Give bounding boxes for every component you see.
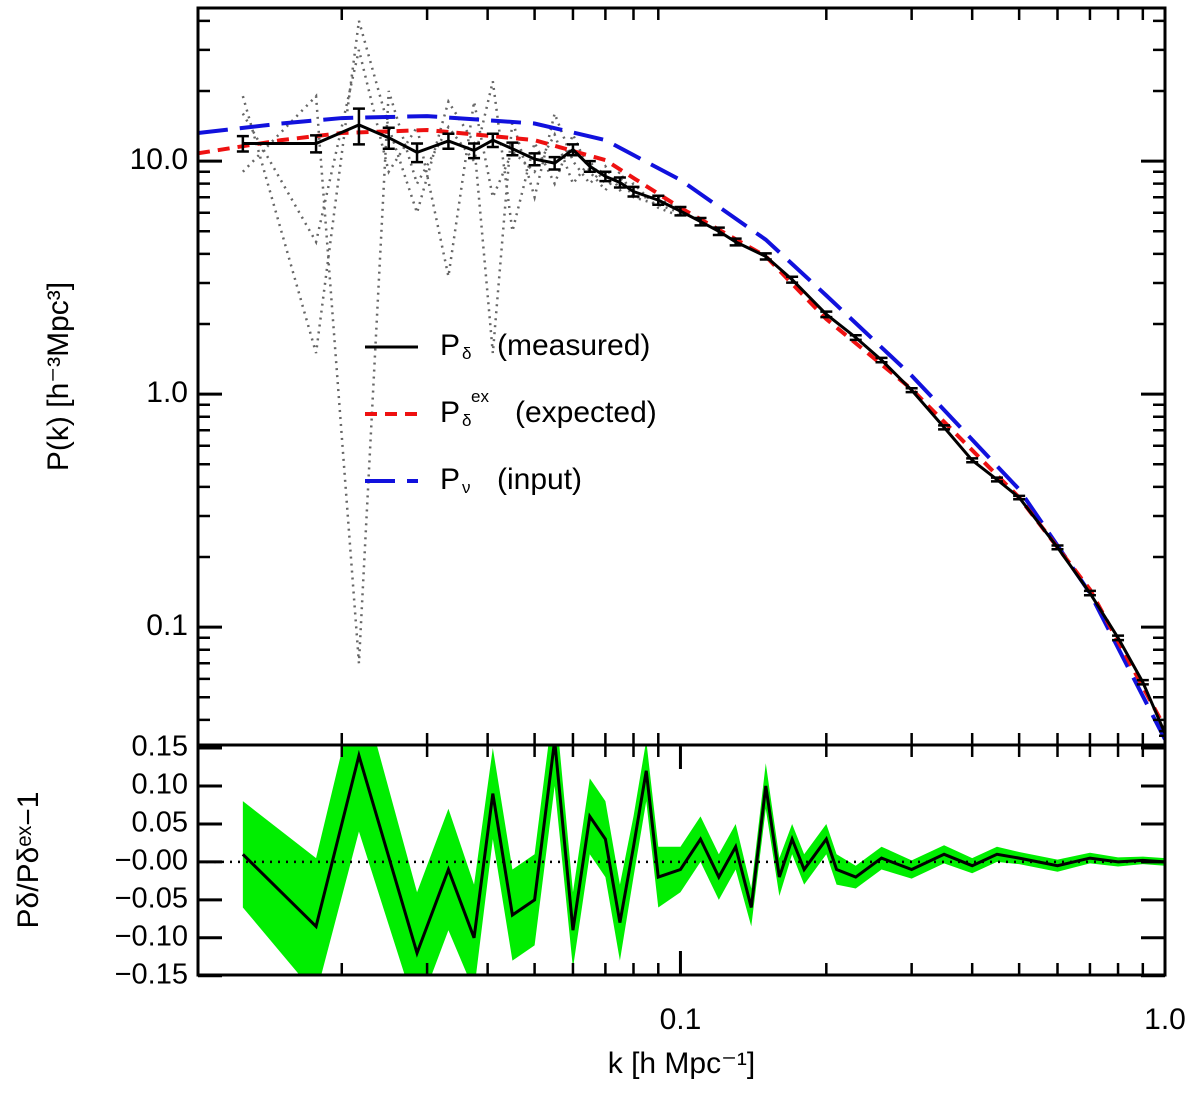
y-tick-label: 10.0 <box>130 143 188 176</box>
plot-area <box>198 745 1165 975</box>
error-bar <box>849 333 862 342</box>
legend-subscript: ν <box>462 478 471 497</box>
error-bar <box>411 142 424 164</box>
error-bar <box>548 155 561 171</box>
y-axis-label: Pδ/Pδᵉˣ−1 <box>12 792 45 929</box>
error-bar <box>566 143 579 157</box>
error-bar <box>486 132 499 149</box>
legend-text: (expected) <box>515 396 657 429</box>
series-line <box>198 114 1165 741</box>
error-bar <box>506 141 519 157</box>
error-bar <box>627 185 640 198</box>
error-bar <box>382 126 395 150</box>
error-bar <box>759 252 772 261</box>
y-tick-label: −0.05 <box>115 883 188 915</box>
error-bar <box>1051 544 1064 551</box>
error-bar <box>712 226 725 237</box>
y-tick-label: 1.0 <box>146 376 188 409</box>
error-bar <box>613 176 626 189</box>
error-bar <box>1083 589 1096 597</box>
series-line <box>198 127 1165 729</box>
error-bar <box>1112 634 1125 642</box>
error-bar <box>310 134 323 154</box>
plot-area <box>198 20 1165 741</box>
legend-text: (measured) <box>497 329 650 362</box>
realization-line <box>241 49 681 277</box>
legend-symbol: P <box>440 463 460 496</box>
error-bar <box>694 216 707 227</box>
error-bar <box>938 424 951 431</box>
realization-line <box>241 20 681 354</box>
error-bar <box>468 142 481 160</box>
y-tick-label: −0.00 <box>115 845 188 877</box>
x-tick-label: 1.0 <box>1144 1003 1186 1036</box>
error-bar <box>820 310 833 319</box>
legend-symbol: P <box>440 329 460 362</box>
error-bar <box>1136 678 1149 686</box>
legend-subscript: δ <box>462 344 471 363</box>
error-bar <box>352 107 365 146</box>
error-bar <box>528 152 541 167</box>
legend-text: (input) <box>497 463 582 496</box>
error-bar <box>875 356 888 364</box>
y-axis-label: P(k) [h⁻³Mpc³] <box>42 282 75 471</box>
y-tick-label: 0.05 <box>132 807 188 839</box>
error-bar <box>583 159 596 174</box>
error-bar <box>1013 494 1026 501</box>
error-band <box>242 745 1165 975</box>
error-bar <box>729 237 742 247</box>
y-tick-label: 0.15 <box>132 731 188 763</box>
x-tick-label: 0.1 <box>660 1003 702 1036</box>
realization-line <box>241 81 682 664</box>
error-bar <box>905 386 918 394</box>
residual-line <box>241 745 1165 958</box>
legend-superscript: ex <box>471 387 489 406</box>
error-bar <box>652 194 665 206</box>
y-tick-label: −0.15 <box>115 958 188 990</box>
y-tick-label: −0.10 <box>115 920 188 952</box>
error-bar <box>442 132 455 150</box>
error-bar <box>966 457 979 464</box>
y-tick-label: 0.10 <box>132 769 188 801</box>
error-bar <box>674 205 687 217</box>
error-bar <box>236 134 249 153</box>
legend-symbol: P <box>440 396 460 429</box>
error-bar <box>599 170 612 183</box>
y-tick-label: 0.1 <box>146 609 188 642</box>
error-bar <box>990 476 1003 483</box>
legend-subscript: δ <box>462 411 471 430</box>
error-bar <box>786 275 799 284</box>
error-bar <box>1159 729 1165 737</box>
x-axis-label: k [h Mpc⁻¹] <box>608 1047 756 1080</box>
